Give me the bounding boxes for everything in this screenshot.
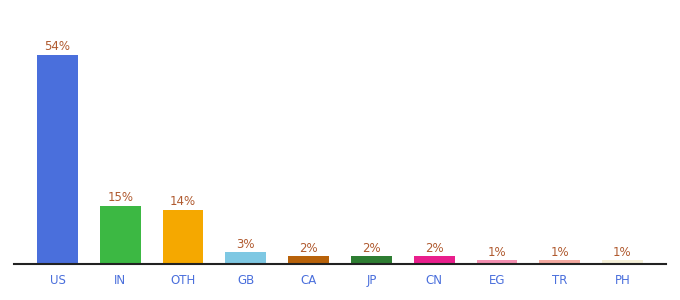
Bar: [539, 260, 580, 264]
Text: 1%: 1%: [613, 246, 632, 259]
Bar: [226, 252, 267, 264]
Text: 15%: 15%: [107, 191, 133, 204]
Text: 1%: 1%: [488, 246, 506, 259]
Text: 2%: 2%: [362, 242, 381, 255]
Bar: [351, 256, 392, 264]
Text: 2%: 2%: [299, 242, 318, 255]
Bar: [288, 256, 329, 264]
Bar: [602, 260, 643, 264]
Bar: [37, 55, 78, 264]
Bar: [477, 260, 517, 264]
Bar: [100, 206, 141, 264]
Text: 54%: 54%: [44, 40, 71, 53]
Text: 3%: 3%: [237, 238, 255, 251]
Bar: [163, 210, 203, 264]
Text: 1%: 1%: [550, 246, 569, 259]
Bar: [413, 256, 454, 264]
Text: 2%: 2%: [425, 242, 443, 255]
Text: 14%: 14%: [170, 195, 196, 208]
